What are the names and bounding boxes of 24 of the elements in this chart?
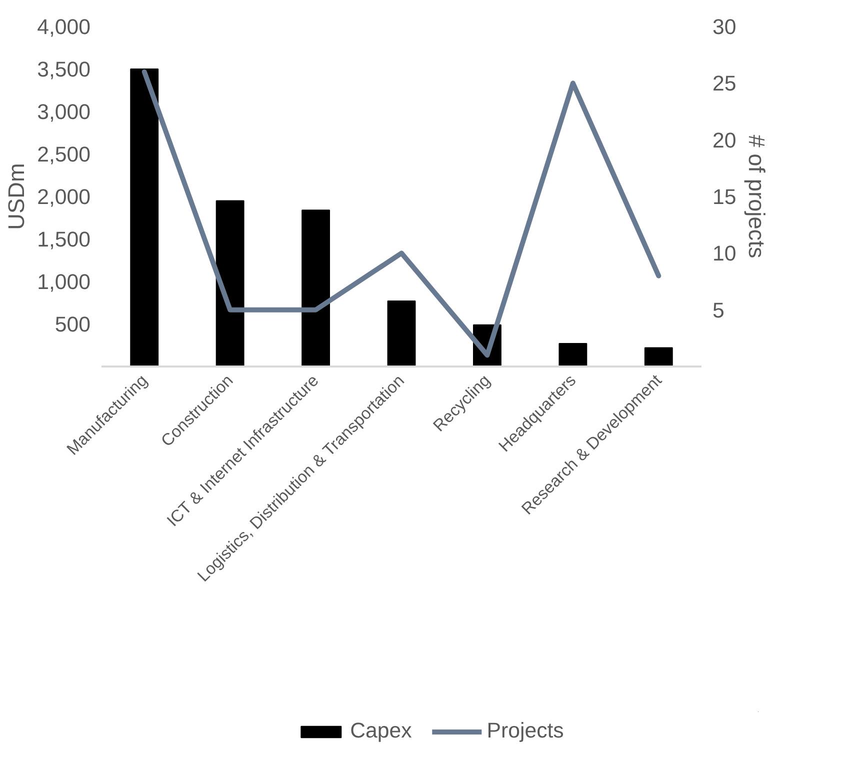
y-tick-label: 500	[54, 312, 91, 336]
y-tick-label: 3,000	[37, 100, 91, 124]
y-tick-label: 2,500	[37, 142, 91, 166]
y2-tick-label: 30	[712, 15, 736, 39]
bar	[387, 300, 416, 366]
legend-label: Projects	[486, 718, 564, 744]
y-tick-label: 3,500	[37, 58, 91, 82]
y-tick-label: 4,000	[37, 15, 91, 39]
y2-tick-label: 20	[712, 128, 736, 152]
y-tick-label: 2,000	[37, 185, 91, 209]
bar	[130, 68, 159, 366]
bar	[216, 200, 244, 366]
y-axis-title: USDm	[3, 163, 30, 230]
bar	[302, 210, 330, 366]
bar	[558, 343, 588, 366]
legend-label: Capex	[350, 718, 412, 744]
y-tick-label: 1,000	[37, 270, 91, 294]
y2-tick-label: 15	[712, 185, 736, 209]
y2-tick-label: 25	[712, 72, 736, 96]
y-tick-label: 1,500	[37, 228, 91, 252]
y2-tick-label: 10	[712, 242, 736, 266]
y2-axis-title: # of projects	[744, 134, 770, 258]
bar	[644, 347, 673, 366]
y2-tick-label: 5	[712, 298, 724, 322]
